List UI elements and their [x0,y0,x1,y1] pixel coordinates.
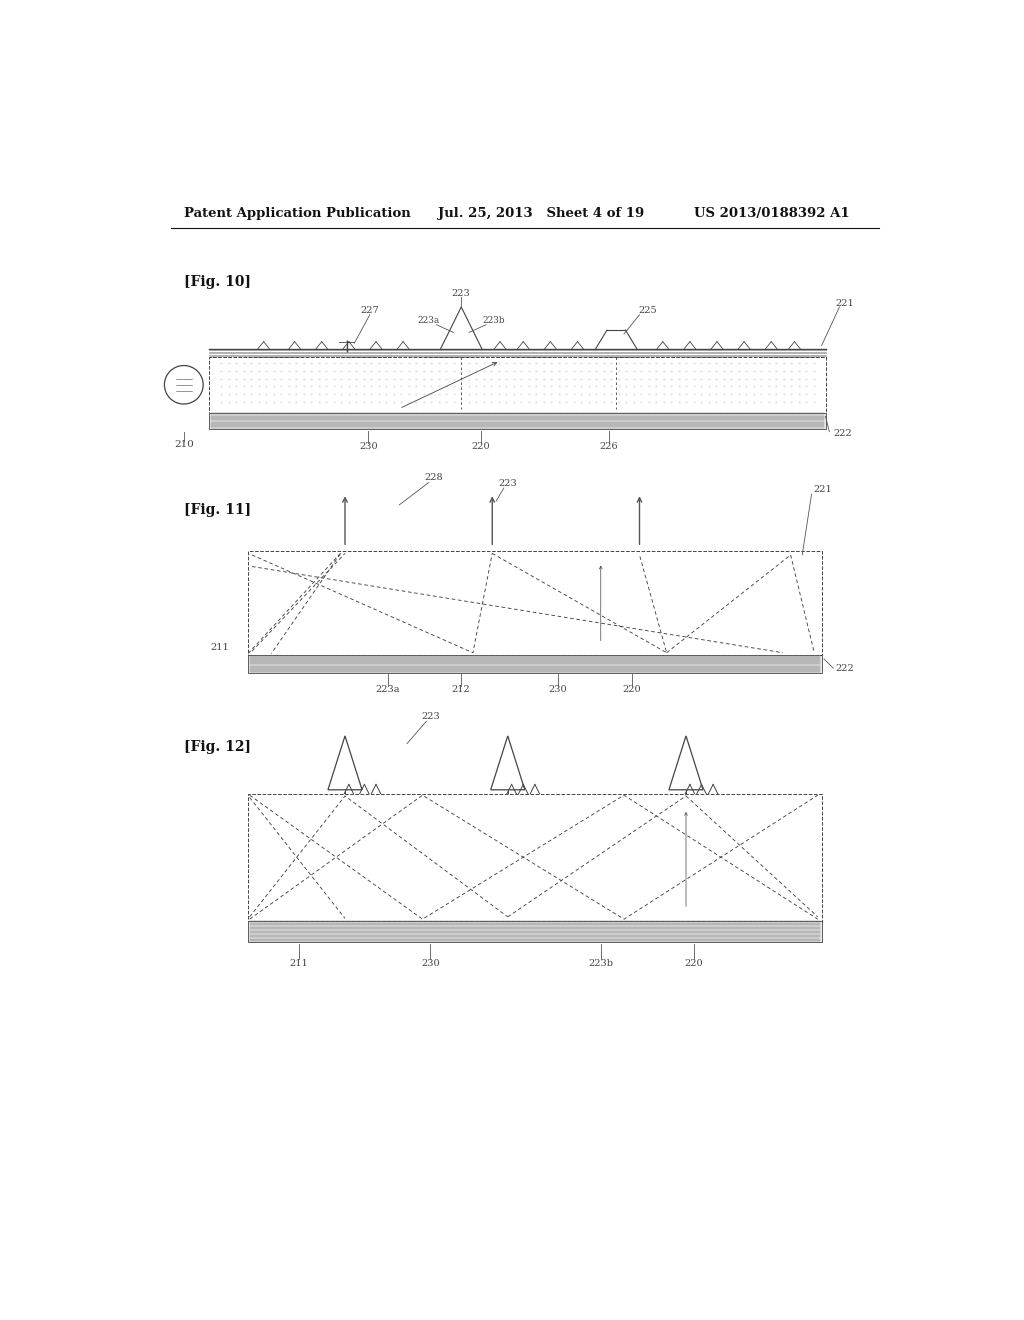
Bar [248,793,821,921]
Text: Jul. 25, 2013   Sheet 4 of 19: Jul. 25, 2013 Sheet 4 of 19 [438,207,644,220]
Bar [248,655,821,673]
Text: 228: 228 [425,474,443,482]
Text: 222: 222 [834,429,852,438]
Text: 225: 225 [638,306,656,315]
Text: 223a: 223a [376,685,400,694]
Text: 212: 212 [452,685,471,694]
Bar [209,358,825,412]
Text: 211: 211 [210,643,228,652]
Text: Patent Application Publication: Patent Application Publication [183,207,411,220]
Text: 230: 230 [421,960,439,969]
Text: 227: 227 [360,306,379,315]
Text: 230: 230 [549,685,567,694]
Bar [248,552,821,655]
Text: 211: 211 [289,960,308,969]
Bar [248,921,821,942]
Text: [Fig. 10]: [Fig. 10] [183,276,251,289]
Text: 220: 220 [471,442,489,451]
Text: 230: 230 [359,442,378,451]
Text: 223a: 223a [418,317,440,325]
Text: 221: 221 [814,484,833,494]
Text: 220: 220 [623,685,641,694]
Text: 210: 210 [174,441,194,449]
Text: 223b: 223b [482,317,505,325]
Text: [Fig. 11]: [Fig. 11] [183,503,251,516]
Text: 222: 222 [836,664,854,673]
Text: 223: 223 [452,289,471,297]
Text: US 2013/0188392 A1: US 2013/0188392 A1 [693,207,849,220]
Text: 223: 223 [499,479,517,488]
Text: 223: 223 [421,713,439,721]
Text: 220: 220 [684,960,703,969]
Text: [Fig. 12]: [Fig. 12] [183,739,251,754]
Text: 221: 221 [836,298,854,308]
Text: 226: 226 [599,442,617,451]
Bar [209,412,825,429]
Text: 223b: 223b [588,960,613,969]
